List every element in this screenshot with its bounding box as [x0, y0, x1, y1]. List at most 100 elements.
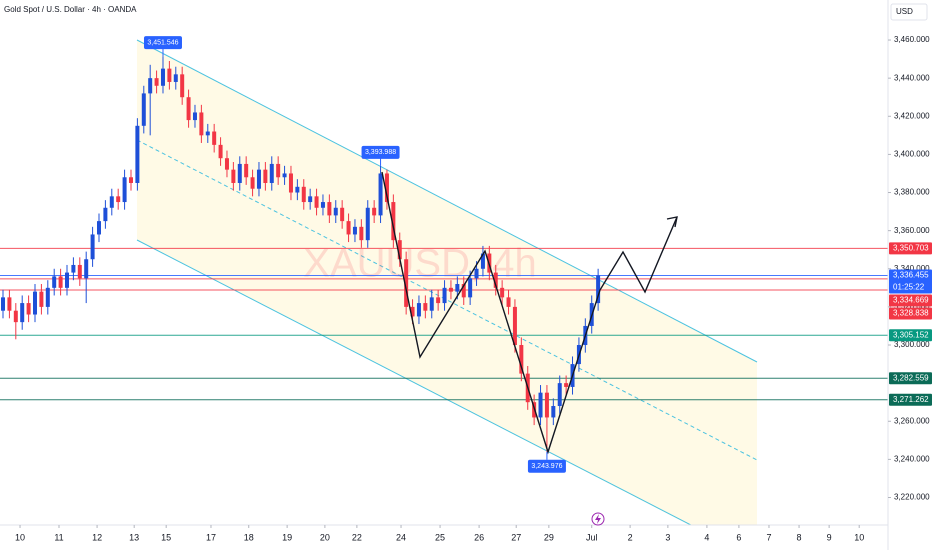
x-tick-label: 10	[854, 532, 864, 542]
candle-body	[551, 406, 556, 418]
x-tick-label: 22	[352, 532, 362, 542]
candle-body	[33, 291, 38, 315]
candle-body	[538, 392, 543, 418]
level-box	[889, 307, 932, 320]
candle-body	[404, 259, 409, 307]
y-tick-label: 3,340.000	[894, 264, 930, 273]
level-box	[889, 329, 932, 342]
callout-box	[361, 145, 400, 159]
y-tick-label: 3,380.000	[894, 188, 930, 197]
candle-body	[474, 268, 479, 279]
candle-body	[84, 259, 89, 279]
zigzag	[381, 171, 678, 455]
candle-body	[90, 234, 95, 260]
candle-body	[250, 177, 255, 189]
candle-body	[512, 306, 517, 346]
channel-fill	[137, 40, 757, 525]
candle-body	[352, 226, 357, 235]
y-tick-label: 3,360.000	[894, 226, 930, 235]
candle-body	[128, 177, 133, 183]
candle-body	[96, 221, 101, 235]
candles	[1, 56, 601, 452]
candle-body	[20, 303, 25, 323]
callout-box	[527, 459, 566, 473]
candle-body	[442, 287, 447, 304]
watermark: XAUUSD, 4h	[303, 242, 536, 286]
candle-body	[141, 93, 146, 126]
candle-body	[186, 97, 191, 121]
candle-body	[468, 278, 473, 298]
candle-body	[160, 68, 165, 86]
candle-body	[519, 345, 524, 374]
x-tick-label: 25	[435, 532, 445, 542]
level-box	[889, 372, 932, 385]
candle-body	[58, 276, 63, 288]
candle-body	[301, 186, 306, 203]
candle-body	[71, 264, 76, 273]
candle-body	[410, 306, 415, 317]
candle-body	[564, 383, 569, 387]
candle-body	[116, 196, 121, 203]
candle-body	[423, 303, 428, 311]
candle-body	[224, 158, 229, 170]
candle-body	[256, 169, 261, 189]
candle-body	[135, 125, 140, 183]
candle-body	[455, 284, 460, 292]
level-label: 3,282.559	[893, 373, 929, 382]
candle-body	[39, 291, 44, 307]
x-tick-label: 12	[92, 532, 102, 542]
candle-body	[429, 297, 434, 311]
x-tick-label: 10	[15, 532, 25, 542]
candle-body	[596, 275, 601, 304]
x-tick-label: 17	[206, 532, 216, 542]
candle-body	[340, 207, 345, 222]
candle-body	[237, 163, 242, 183]
candle-body	[122, 177, 127, 203]
candle-body	[269, 163, 274, 183]
x-tick-label: 26	[474, 532, 484, 542]
x-tick-label: 8	[797, 532, 802, 542]
candle-body	[320, 202, 325, 208]
candle-body	[378, 173, 383, 216]
candle-body	[231, 169, 236, 183]
candle-body	[109, 196, 114, 208]
level-box	[889, 294, 932, 307]
x-tick-label: 7	[766, 532, 771, 542]
y-tick-label: 3,220.000	[894, 493, 930, 502]
candle-body	[276, 163, 281, 178]
y-tick-label: 3,440.000	[894, 73, 930, 82]
candle-body	[64, 272, 69, 288]
candle-body	[52, 276, 57, 288]
candle-body	[180, 74, 185, 98]
currency-box	[890, 3, 928, 21]
candle-body	[557, 383, 562, 407]
callout-label: 3,451.546	[147, 39, 178, 46]
currency: USD	[896, 7, 913, 16]
channel-mid	[136, 139, 758, 461]
candle-body	[544, 392, 549, 418]
candle-body	[218, 144, 223, 159]
axes: 3,460.000 3,440.000 3,420.000 3,400.000 3,38…	[15, 35, 932, 542]
candle-body	[26, 303, 31, 315]
candle-body	[391, 202, 396, 241]
candle-body	[199, 112, 204, 136]
candle-body	[295, 186, 300, 193]
candle-body	[461, 284, 466, 298]
chart-title: Gold Spot / U.S. Dollar · 4h · OANDA	[4, 5, 137, 14]
level-box	[889, 242, 932, 255]
candle-body	[212, 131, 217, 145]
level-box	[889, 393, 932, 406]
channel	[136, 39, 758, 525]
candle-body	[448, 287, 453, 292]
x-tick-label: 11	[54, 532, 63, 542]
candle-body	[397, 240, 402, 260]
x-tick-label: Jul	[586, 532, 598, 542]
candle-body	[365, 207, 370, 241]
arrow-head	[666, 216, 678, 228]
event-bolt	[595, 514, 601, 524]
candle-body	[103, 207, 108, 222]
candle-body	[384, 173, 389, 203]
x-tick-label: 29	[544, 532, 554, 542]
